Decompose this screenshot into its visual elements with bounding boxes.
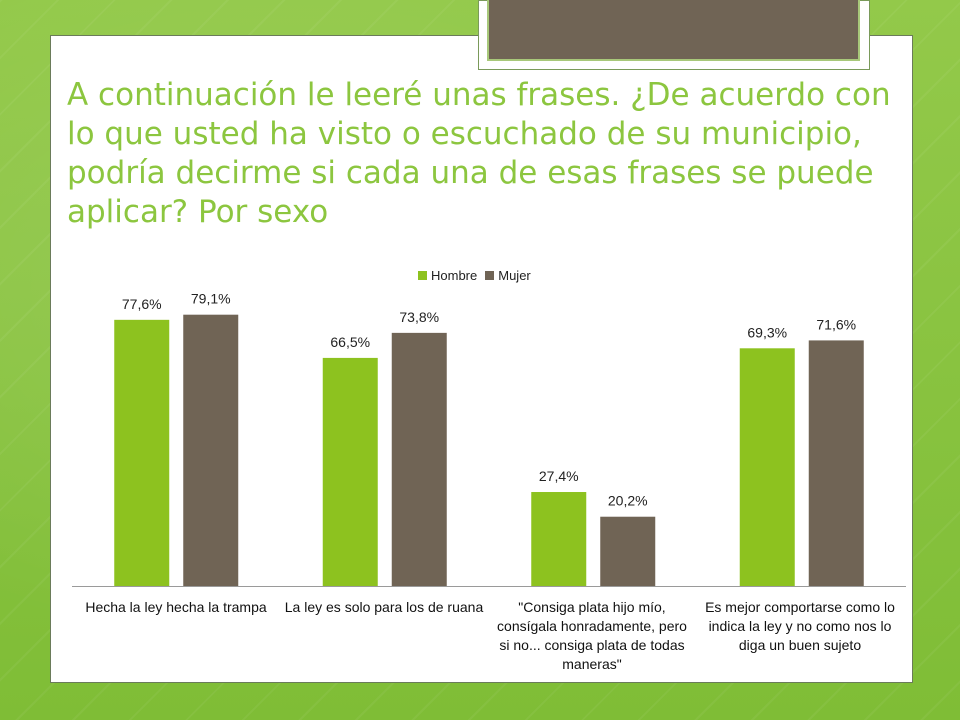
data-label-hombre-1: 77,6%	[122, 296, 162, 312]
legend-label-hombre: Hombre	[431, 268, 478, 283]
data-label-mujer-1: 79,1%	[191, 291, 231, 307]
legend-swatch-mujer	[485, 271, 495, 280]
bar-hombre-3	[531, 492, 587, 586]
data-label-hombre-3: 27,4%	[539, 468, 579, 484]
legend-item-hombre: Hombre	[418, 268, 477, 283]
data-label-mujer-3: 20,2%	[608, 493, 648, 509]
slide-title: A continuación le leeré unas frases. ¿De…	[67, 77, 891, 230]
decorative-box	[487, 0, 860, 61]
bar-mujer-3	[600, 516, 656, 586]
bar-mujer-2	[391, 332, 447, 586]
legend-item-mujer: Mujer	[485, 268, 531, 283]
data-label-hombre-4: 69,3%	[747, 324, 787, 340]
data-label-mujer-2: 73,8%	[399, 309, 439, 325]
data-label-hombre-2: 66,5%	[330, 334, 370, 350]
bar-hombre-2	[322, 357, 378, 586]
category-label-2: La ley es solo para los de ruana	[284, 599, 484, 615]
category-label-3: "Consiga plata hijo mío, consígala honra…	[497, 599, 687, 672]
bar-mujer-1	[183, 314, 239, 586]
data-label-mujer-4: 71,6%	[816, 316, 856, 332]
bar-hombre-4	[739, 348, 795, 586]
bar-hombre-1	[114, 319, 170, 586]
chart-legend: Hombre Mujer	[418, 268, 539, 283]
category-label-1: Hecha la ley hecha la trampa	[85, 599, 267, 615]
legend-swatch-hombre	[418, 271, 427, 280]
bar-mujer-4	[808, 340, 864, 586]
category-label-4: Es mejor comportarse como lo indica la l…	[705, 599, 895, 653]
legend-label-mujer: Mujer	[498, 268, 531, 283]
